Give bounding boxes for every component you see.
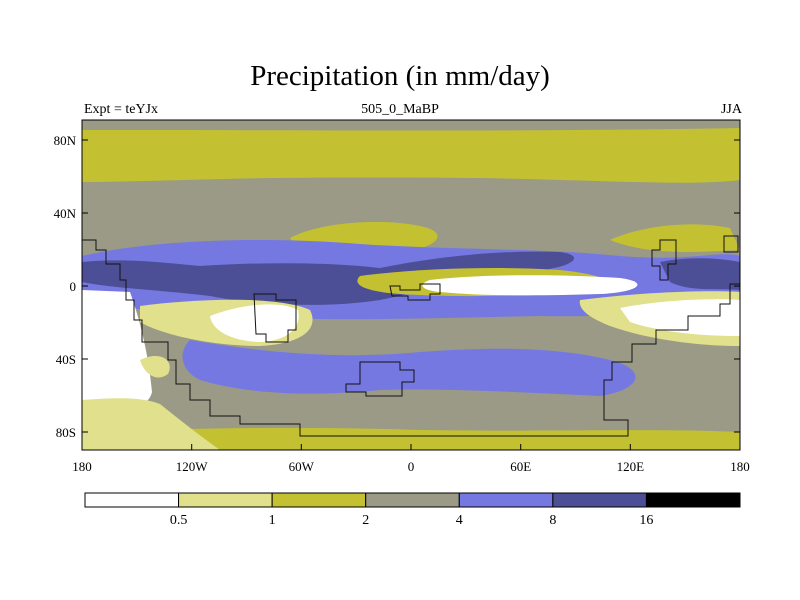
- field-north-polar-grey: [82, 120, 740, 131]
- coastline-africa-north: [389, 283, 441, 301]
- y-tick-label: 80S: [56, 425, 76, 440]
- field-dry-west: [82, 290, 152, 413]
- colorbar-labels: 0.5 1 2 4 8 16: [170, 513, 654, 528]
- colorbar-swatch: [365, 492, 460, 508]
- coastline-east-island: [723, 235, 739, 253]
- field-north-light: [82, 120, 740, 182]
- field-dry-southeast: [620, 299, 740, 336]
- field-layer-4-8-south: [182, 340, 636, 396]
- coastlines: [82, 235, 740, 437]
- precipitation-field: [82, 120, 740, 450]
- y-tick-marks: [82, 139, 740, 433]
- x-tick-label: 120W: [176, 459, 209, 474]
- y-tick-label: 40N: [54, 206, 77, 221]
- field-layer-8-16: [82, 251, 575, 305]
- coastline-east-land: [651, 239, 677, 281]
- colorbar-swatch: [178, 492, 273, 508]
- x-tick-marks: [81, 444, 741, 450]
- experiment-label: Expt = teYJx: [84, 102, 158, 117]
- colorbar-label: 16: [639, 513, 653, 528]
- x-tick-label: 120E: [617, 459, 645, 474]
- coastline-antarctic-island: [345, 361, 415, 397]
- colorbar-label: 8: [549, 513, 556, 528]
- x-tick-label: 0: [408, 459, 415, 474]
- field-dry-africa: [422, 275, 638, 296]
- colorbar-swatch: [271, 492, 367, 508]
- field-layer-8-16-east: [660, 258, 740, 290]
- map-title: Precipitation (in mm/day): [250, 60, 550, 92]
- field-pocket-north-2: [610, 224, 740, 252]
- x-tick-label: 180: [730, 459, 750, 474]
- y-tick-label: 0: [70, 279, 77, 294]
- colorbar-label: 2: [362, 513, 369, 528]
- field-west-patch: [140, 355, 170, 378]
- field-west-southern-light: [82, 398, 220, 450]
- colorbar-label: 4: [456, 513, 463, 528]
- colorbar-swatch: [552, 492, 647, 508]
- field-dry-south-central: [210, 304, 299, 342]
- colorbar-swatch: [645, 492, 741, 508]
- coastline-south-continent: [253, 293, 297, 343]
- season-label: JJA: [720, 102, 742, 117]
- x-tick-label: 60E: [510, 459, 531, 474]
- colorbar-swatch: [458, 492, 554, 508]
- colorbar-label: 1: [269, 513, 276, 528]
- y-tick-label: 40S: [56, 352, 76, 367]
- y-tick-label: 80N: [54, 133, 77, 148]
- colorbar-label: 0.5: [170, 513, 188, 528]
- x-tick-label: 60W: [289, 459, 315, 474]
- colorbar-swatch: [84, 492, 180, 508]
- colorbar: [84, 492, 741, 508]
- coastline-west-land: [82, 239, 740, 437]
- time-label: 505_0_MaBP: [361, 102, 439, 117]
- x-tick-label: 180: [72, 459, 92, 474]
